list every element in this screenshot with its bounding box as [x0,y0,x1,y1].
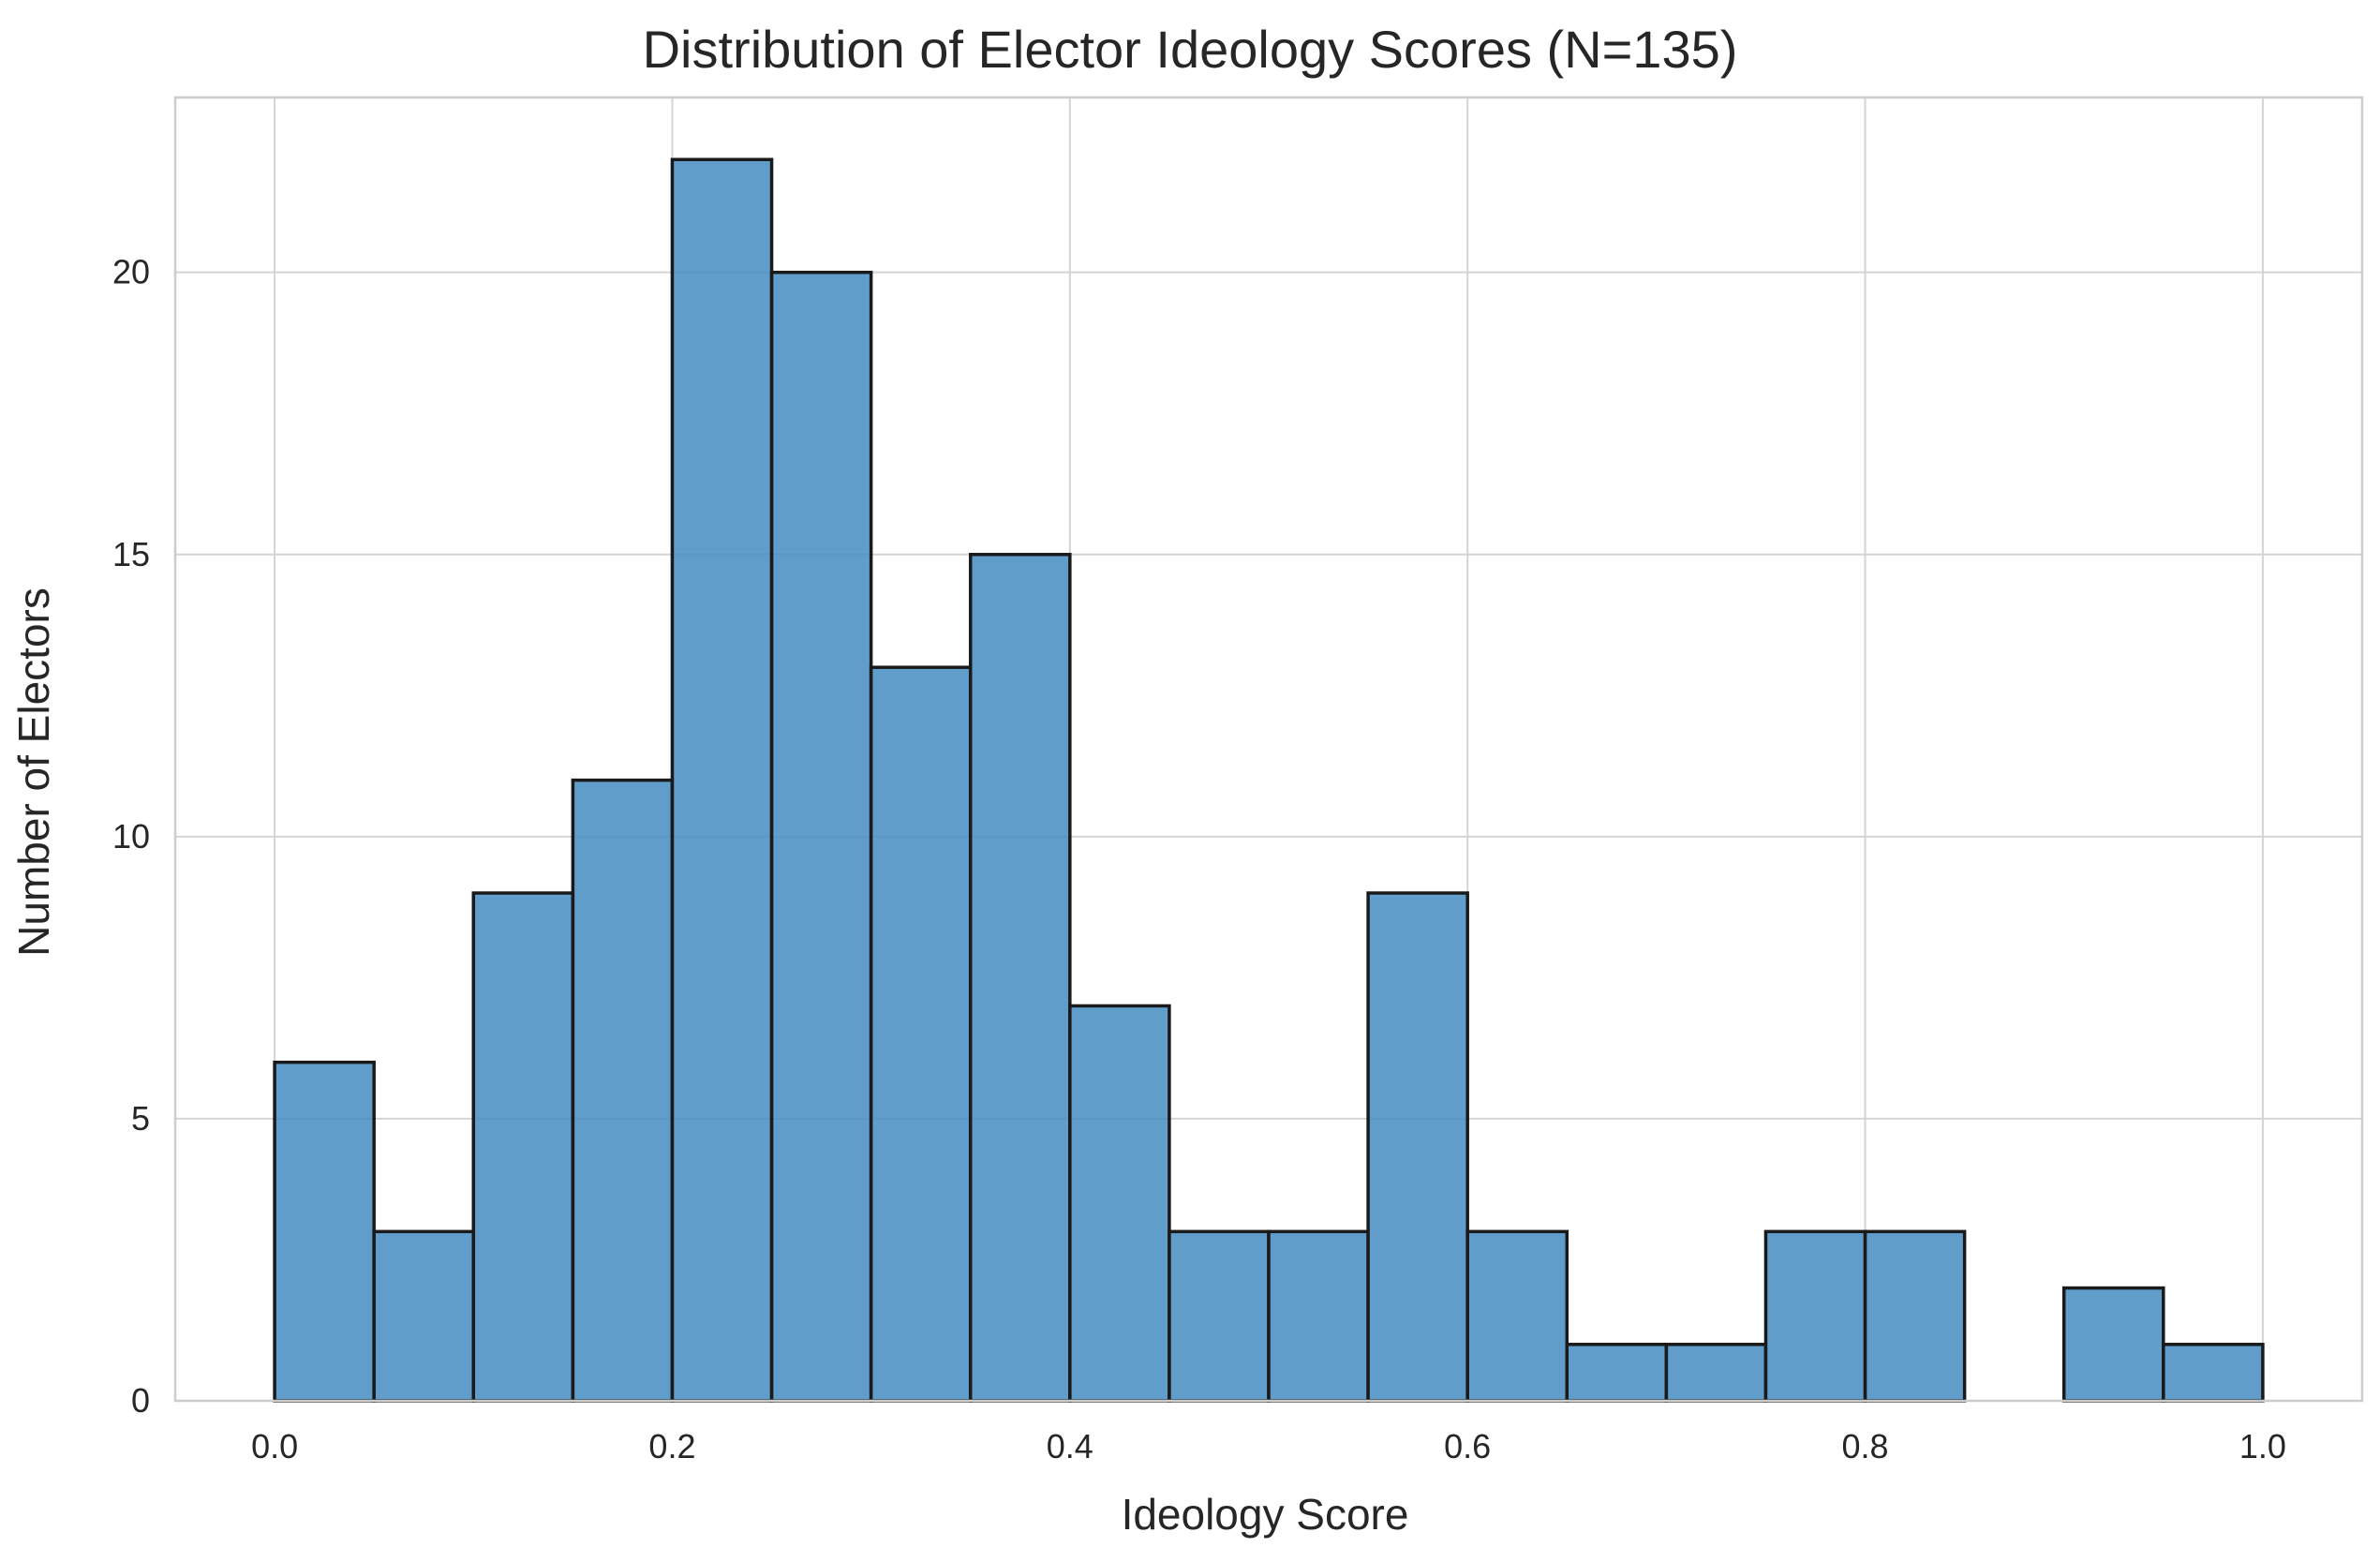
y-tick-label: 5 [131,1099,150,1138]
histogram-bar [1168,1229,1271,1403]
histogram-bar [372,1229,476,1403]
x-tick-label: 0.2 [648,1427,695,1465]
histogram-bar [1863,1229,1967,1403]
x-tick-label: 0.0 [251,1427,298,1465]
x-axis-label: Ideology Score [1122,1490,1409,1539]
histogram-bar [1664,1343,1768,1403]
histogram-bar [471,891,575,1403]
histogram-bar [1068,1004,1171,1403]
y-tick-labels: 0 5 10 15 20 [112,253,150,1420]
plot-frame [173,96,2364,1403]
histogram-bar [1267,1229,1370,1403]
histogram-bar [2162,1343,2265,1403]
chart-title: Distribution of Elector Ideology Scores … [643,20,1738,79]
x-tick-label: 0.6 [1444,1427,1491,1465]
histogram-bar [968,553,1072,1403]
histogram-bar [2061,1286,2165,1403]
histogram-bar [1565,1343,1669,1403]
histogram-bar [769,270,873,1403]
histogram-bar [1465,1229,1569,1403]
y-tick-label: 0 [131,1381,150,1420]
bars [273,157,2265,1403]
histogram-bar [670,157,774,1403]
histogram-bar [1366,891,1469,1403]
histogram-bar [869,665,973,1403]
y-axis-label: Number of Electors [9,588,58,957]
histogram-bar [273,1060,376,1403]
y-tick-label: 10 [112,817,150,855]
x-tick-label: 0.8 [1842,1427,1889,1465]
histogram-bar [1763,1229,1867,1403]
x-tick-label: 0.4 [1047,1427,1093,1465]
histogram-bar [571,778,675,1403]
x-tick-labels: 0.0 0.2 0.4 0.6 0.8 1.0 [251,1427,2286,1465]
y-tick-label: 20 [112,253,150,291]
y-tick-label: 15 [112,535,150,573]
x-tick-label: 1.0 [2239,1427,2286,1465]
